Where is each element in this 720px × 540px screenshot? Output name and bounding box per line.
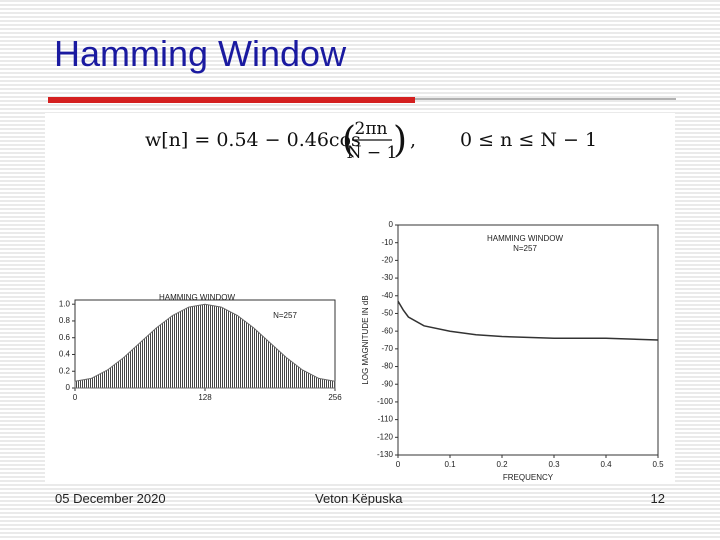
x-tick-label: 256 [328, 393, 342, 402]
y-tick-label: -120 [377, 432, 394, 441]
y-tick-label: 0.2 [59, 366, 71, 375]
footer-page: 12 [651, 491, 665, 506]
y-tick-label: 0.8 [59, 316, 71, 325]
spectrum-line [397, 300, 659, 341]
y-tick-label: 0.4 [59, 350, 71, 359]
slide-title: Hamming Window [54, 33, 347, 74]
y-tick-label: -20 [381, 255, 393, 264]
title-rule [48, 97, 415, 103]
footer-author: Veton Këpuska [315, 491, 403, 506]
formula-lhs: w[n] = 0.54 − 0.46cos [145, 129, 361, 151]
y-tick-label: -80 [381, 362, 393, 371]
y-tick-label: 0 [66, 383, 71, 392]
chart-annotation: N=257 [513, 244, 537, 253]
x-tick-label: 0 [396, 460, 401, 469]
paren-left: ( [342, 120, 356, 161]
y-tick-label: -130 [377, 450, 394, 459]
formula: w[n] = 0.54 − 0.46cos 2πn N − 1 ( ) , 0 … [145, 119, 597, 163]
paren-right: ) [393, 120, 407, 161]
y-tick-label: -110 [378, 415, 394, 424]
y-tick-label: -100 [377, 397, 394, 406]
y-tick-label: -40 [381, 291, 393, 300]
x-tick-label: 0 [73, 393, 78, 402]
y-tick-label: -30 [381, 273, 393, 282]
formula-denominator: N − 1 [347, 143, 398, 163]
y-tick-label: 0.6 [59, 333, 71, 342]
formula-condition: 0 ≤ n ≤ N − 1 [460, 129, 597, 151]
x-tick-label: 0.2 [496, 460, 508, 469]
y-tick-label: -10 [381, 238, 393, 247]
x-tick-label: 0.3 [548, 460, 560, 469]
y-tick-label: -70 [381, 344, 393, 353]
content-area [45, 113, 675, 483]
window-area [74, 303, 336, 389]
x-tick-label: 0.1 [444, 460, 456, 469]
formula-numerator: 2πn [355, 119, 388, 139]
y-tick-label: 0 [389, 220, 394, 229]
y-tick-label: -90 [381, 379, 393, 388]
y-tick-label: -60 [381, 326, 393, 335]
x-axis-label: FREQUENCY [503, 473, 554, 482]
footer-date: 05 December 2020 [55, 491, 166, 506]
y-tick-label: 1.0 [59, 299, 71, 308]
chart-title: HAMMING WINDOW [159, 293, 235, 302]
y-tick-label: -50 [381, 309, 393, 318]
x-tick-label: 128 [198, 393, 212, 402]
y-axis-label: LOG MAGNITUDE IN dB [361, 295, 370, 384]
x-tick-label: 0.4 [600, 460, 612, 469]
chart-annotation: N=257 [273, 311, 297, 320]
x-tick-label: 0.5 [652, 460, 664, 469]
chart-title: HAMMING WINDOW [487, 234, 563, 243]
formula-separator: , [410, 129, 416, 151]
